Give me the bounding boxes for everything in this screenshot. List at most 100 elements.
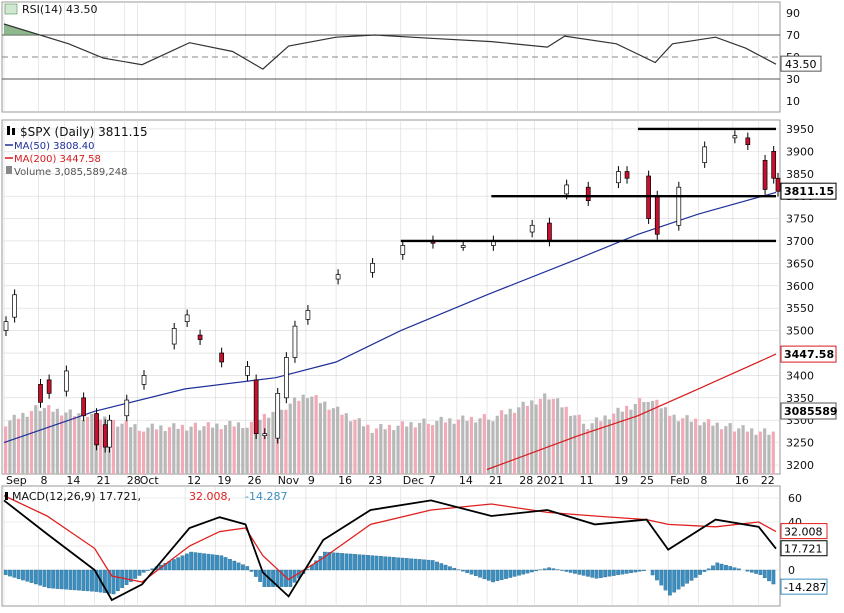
candle-body — [371, 263, 375, 272]
macd-histogram-bar — [711, 566, 714, 570]
volume-bar — [73, 416, 76, 474]
macd-histogram-bar — [86, 570, 89, 591]
candle-body — [586, 187, 590, 200]
volume-bar — [763, 428, 766, 474]
price-tick-label: 3400 — [786, 369, 814, 382]
volume-bar — [552, 399, 555, 474]
volume-bar — [379, 424, 382, 474]
macd-histogram-bar — [578, 570, 581, 574]
volume-bar — [556, 398, 559, 474]
macd-histogram-bar — [478, 570, 481, 577]
macd-histogram-bar — [655, 570, 658, 580]
volume-legend-swatch — [6, 166, 12, 174]
volume-bar — [453, 424, 456, 474]
macd-histogram-bar — [634, 570, 637, 572]
x-tick-label: 28 — [519, 474, 533, 487]
macd-histogram-bar — [500, 570, 503, 580]
macd-histogram-bar — [772, 570, 775, 584]
candle-body — [530, 225, 534, 232]
volume-bar — [401, 421, 404, 474]
macd-histogram-bar — [591, 570, 594, 577]
volume-bar — [750, 428, 753, 474]
macd-histogram-bar — [547, 568, 550, 570]
macd-histogram-bar — [612, 570, 615, 576]
volume-bar — [133, 424, 136, 474]
macd-hist-badge: -14.287 — [784, 581, 826, 594]
volume-bar — [336, 407, 339, 474]
macd-histogram-bar — [672, 570, 675, 592]
volume-bar — [534, 404, 537, 474]
x-tick-label: 19 — [614, 474, 628, 487]
macd-histogram-bar — [405, 558, 408, 570]
volume-bar — [530, 400, 533, 474]
volume-bar — [310, 397, 313, 474]
x-tick-label: Feb — [670, 474, 689, 487]
macd-histogram-bar — [172, 559, 175, 570]
volume-bar — [21, 413, 24, 474]
x-tick-label: 22 — [761, 474, 775, 487]
candle-body — [776, 178, 780, 191]
volume-bar — [366, 425, 369, 474]
macd-histogram-bar — [69, 570, 72, 590]
candle-body — [306, 310, 310, 319]
volume-bar — [409, 422, 412, 474]
volume-bar — [690, 422, 693, 474]
volume-bar — [707, 419, 710, 474]
volume-bar — [211, 428, 214, 474]
macd-histogram-bar — [522, 570, 525, 574]
macd-histogram-bar — [392, 557, 395, 570]
macd-histogram-bar — [366, 555, 369, 570]
volume-bar — [224, 425, 227, 474]
macd-histogram-bar — [39, 570, 42, 585]
macd-tick-label: 60 — [788, 492, 802, 505]
price-tick-label: 3600 — [786, 280, 814, 293]
volume-bar — [539, 399, 542, 474]
volume-bar — [250, 422, 253, 474]
candle-body — [254, 380, 258, 434]
volume-bar — [504, 414, 507, 474]
macd-histogram-bar — [133, 570, 136, 579]
macd-histogram-bar — [629, 570, 632, 573]
macd-histogram-bar — [51, 570, 54, 588]
volume-bar — [582, 424, 585, 474]
macd-histogram-bar — [250, 570, 253, 572]
macd-histogram-bar — [228, 559, 231, 570]
volume-bar — [284, 410, 287, 474]
volume-bar — [651, 401, 654, 474]
volume-bar — [487, 420, 490, 474]
volume-bar — [258, 420, 261, 474]
volume-bar — [13, 415, 16, 474]
macd-histogram-bar — [444, 565, 447, 570]
volume-bar — [60, 415, 63, 474]
macd-histogram-bar — [599, 570, 602, 578]
candle-body — [185, 315, 189, 322]
volume-bar — [51, 412, 54, 474]
volume-bar — [660, 408, 663, 474]
volume-bar — [754, 435, 757, 474]
candle-body — [547, 223, 551, 241]
rsi-tick-label: 10 — [786, 95, 800, 108]
candle-body — [39, 384, 43, 402]
macd-histogram-bar — [664, 570, 667, 590]
macd-histogram-bar — [685, 570, 688, 583]
x-tick-label: 19 — [217, 474, 231, 487]
macd-histogram-bar — [233, 561, 236, 570]
volume-bar — [168, 427, 171, 474]
x-tick-label: 28 — [127, 474, 141, 487]
volume-bar — [129, 427, 132, 474]
candle-body — [108, 420, 112, 447]
candle-body — [284, 357, 288, 397]
macd-histogram-bar — [733, 568, 736, 570]
candle-body — [263, 434, 267, 436]
volume-bar — [491, 421, 494, 474]
volume-bar — [146, 428, 149, 474]
volume-bar — [733, 432, 736, 474]
volume-bar — [457, 420, 460, 474]
macd-histogram-bar — [737, 569, 740, 570]
macd-histogram-bar — [582, 570, 585, 575]
macd-histogram-bar — [470, 570, 473, 574]
volume-bar — [280, 410, 283, 474]
macd-histogram-bar — [763, 570, 766, 578]
volume-bar — [125, 421, 128, 474]
